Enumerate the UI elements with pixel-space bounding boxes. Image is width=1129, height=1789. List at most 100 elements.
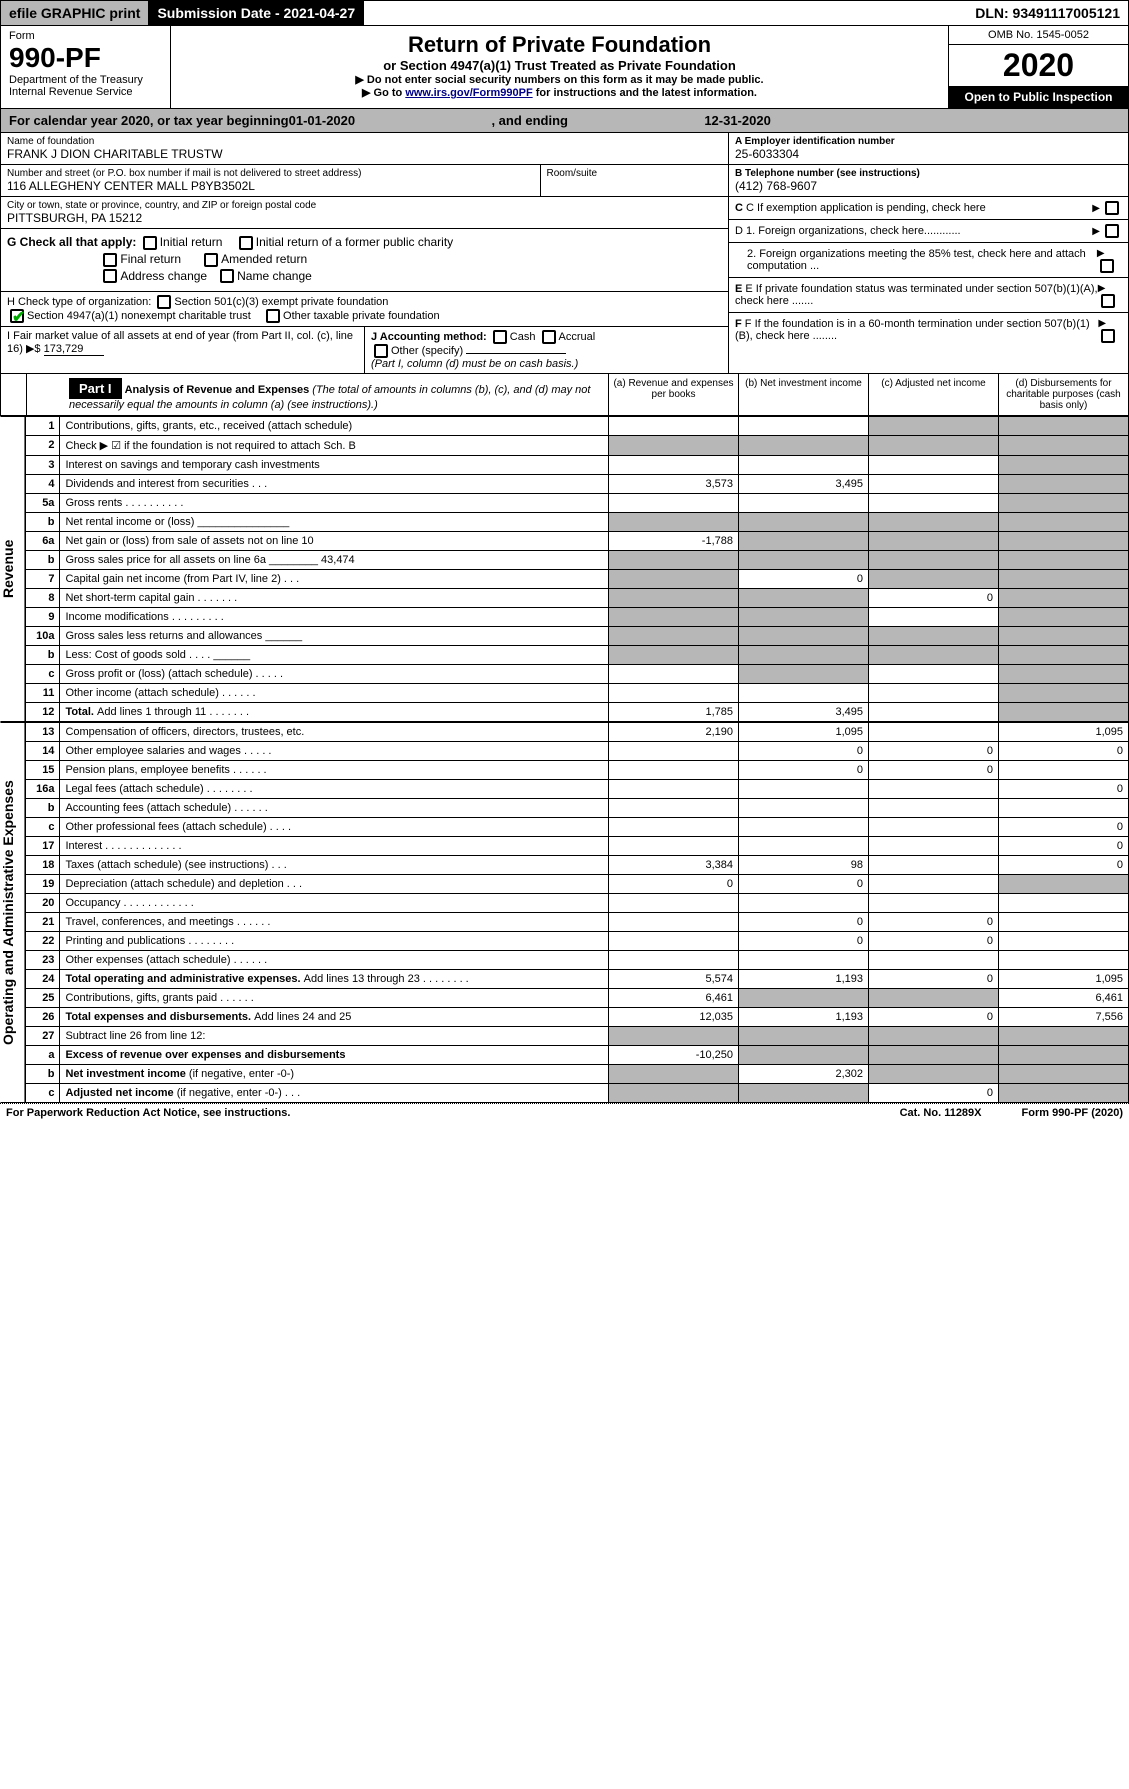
phone-cell: B Telephone number (see instructions) (4… — [729, 165, 1128, 197]
table-row: 16aLegal fees (attach schedule) . . . . … — [26, 780, 1129, 799]
line-number: 12 — [26, 703, 60, 722]
line-desc: Pension plans, employee benefits . . . .… — [60, 761, 609, 780]
s4947-checkbox[interactable] — [10, 309, 24, 323]
line-number: 19 — [26, 875, 60, 894]
other-spec-checkbox[interactable] — [374, 344, 388, 358]
h-s501: Section 501(c)(3) exempt private foundat… — [174, 296, 388, 308]
col-b-cell — [739, 684, 869, 703]
table-row: 14Other employee salaries and wages . . … — [26, 742, 1129, 761]
table-row: bNet rental income or (loss) ___________… — [26, 513, 1129, 532]
j-cash: Cash — [510, 331, 536, 343]
col-c-cell: 0 — [869, 589, 999, 608]
line-number: 14 — [26, 742, 60, 761]
col-c-cell — [869, 684, 999, 703]
col-d-cell — [999, 436, 1129, 456]
line-desc: Depreciation (attach schedule) and deple… — [60, 875, 609, 894]
col-a-cell: 6,461 — [609, 989, 739, 1008]
col-d-cell — [999, 627, 1129, 646]
e-checkbox[interactable] — [1101, 294, 1115, 308]
table-row: 10aGross sales less returns and allowanc… — [26, 627, 1129, 646]
g-name: Name change — [237, 269, 312, 283]
line-desc: Contributions, gifts, grants paid . . . … — [60, 989, 609, 1008]
initial-former-checkbox[interactable] — [239, 236, 253, 250]
line-desc: Total operating and administrative expen… — [60, 970, 609, 989]
line-number: 4 — [26, 475, 60, 494]
col-c-cell: 0 — [869, 913, 999, 932]
f-checkbox[interactable] — [1101, 329, 1115, 343]
col-a-cell — [609, 436, 739, 456]
col-b-cell — [739, 551, 869, 570]
col-a-cell: -10,250 — [609, 1046, 739, 1065]
col-d-cell — [999, 475, 1129, 494]
d2-checkbox[interactable] — [1100, 259, 1114, 273]
col-d-cell — [999, 456, 1129, 475]
col-b-cell: 0 — [739, 913, 869, 932]
revenue-table: 1Contributions, gifts, grants, etc., rec… — [25, 416, 1129, 722]
col-c-cell — [869, 436, 999, 456]
col-d-cell — [999, 513, 1129, 532]
col-a-cell: 3,384 — [609, 856, 739, 875]
col-c-cell — [869, 456, 999, 475]
part1-title: Analysis of Revenue and Expenses — [125, 384, 310, 396]
accrual-checkbox[interactable] — [542, 330, 556, 344]
other-taxable-checkbox[interactable] — [266, 309, 280, 323]
line-number: 16a — [26, 780, 60, 799]
ein-cell: A Employer identification number 25-6033… — [729, 133, 1128, 165]
initial-checkbox[interactable] — [143, 236, 157, 250]
col-d-cell — [999, 703, 1129, 722]
col-b-cell — [739, 436, 869, 456]
col-c-cell — [869, 837, 999, 856]
col-d-cell — [999, 761, 1129, 780]
col-c-cell — [869, 856, 999, 875]
instructions-link[interactable]: www.irs.gov/Form990PF — [405, 87, 532, 99]
col-a-cell: 3,573 — [609, 475, 739, 494]
name-change-checkbox[interactable] — [220, 269, 234, 283]
col-d-cell — [999, 684, 1129, 703]
col-a-cell: 5,574 — [609, 970, 739, 989]
col-c-cell: 0 — [869, 742, 999, 761]
col-b-cell: 0 — [739, 570, 869, 589]
line-number: 24 — [26, 970, 60, 989]
line-number: 1 — [26, 417, 60, 436]
cash-checkbox[interactable] — [493, 330, 507, 344]
e-row: E E If private foundation status was ter… — [729, 278, 1128, 313]
col-a-cell — [609, 1065, 739, 1084]
exemption-checkbox[interactable] — [1105, 201, 1119, 215]
col-b-cell — [739, 799, 869, 818]
j-note: (Part I, column (d) must be on cash basi… — [371, 358, 578, 370]
phone-value: (412) 768-9607 — [735, 179, 1122, 193]
amended-checkbox[interactable] — [204, 253, 218, 267]
city-cell: City or town, state or province, country… — [1, 197, 728, 229]
header-left: Form 990-PF Department of the Treasury I… — [1, 26, 171, 108]
d1-checkbox[interactable] — [1105, 224, 1119, 238]
expenses-block: Operating and Administrative Expenses 13… — [0, 722, 1129, 1103]
line-desc: Net gain or (loss) from sale of assets n… — [60, 532, 609, 551]
col-d-cell — [999, 894, 1129, 913]
col-d-cell — [999, 608, 1129, 627]
line-desc: Net rental income or (loss) ____________… — [60, 513, 609, 532]
line-desc: Adjusted net income (if negative, enter … — [60, 1084, 609, 1103]
table-row: 11Other income (attach schedule) . . . .… — [26, 684, 1129, 703]
line-desc: Compensation of officers, directors, tru… — [60, 723, 609, 742]
s501-checkbox[interactable] — [157, 295, 171, 309]
line-number: 23 — [26, 951, 60, 970]
h-section: H Check type of organization: Section 50… — [1, 292, 728, 327]
line-desc: Capital gain net income (from Part IV, l… — [60, 570, 609, 589]
revenue-block: Revenue 1Contributions, gifts, grants, e… — [0, 416, 1129, 722]
col-a-cell — [609, 456, 739, 475]
col-b-cell — [739, 1027, 869, 1046]
col-b-cell — [739, 818, 869, 837]
col-d-cell — [999, 1046, 1129, 1065]
col-b-cell: 0 — [739, 742, 869, 761]
col-a-cell — [609, 913, 739, 932]
part1-label: Part I — [69, 378, 122, 399]
table-row: bAccounting fees (attach schedule) . . .… — [26, 799, 1129, 818]
c-exemption: C C If exemption application is pending,… — [729, 197, 1128, 220]
g-amended: Amended return — [221, 252, 307, 266]
f-label: F If the foundation is in a 60-month ter… — [735, 318, 1090, 342]
col-b-cell: 2,302 — [739, 1065, 869, 1084]
address-change-checkbox[interactable] — [103, 269, 117, 283]
col-a-cell — [609, 818, 739, 837]
final-checkbox[interactable] — [103, 253, 117, 267]
line-number: 27 — [26, 1027, 60, 1046]
